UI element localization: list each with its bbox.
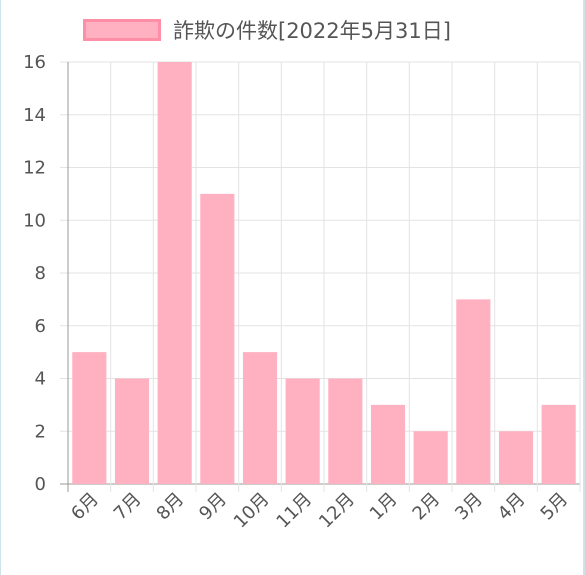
y-tick-label: 0 bbox=[35, 474, 46, 495]
x-tick-label: 4月 bbox=[494, 489, 530, 525]
bar[interactable] bbox=[157, 62, 192, 484]
bar[interactable] bbox=[285, 378, 320, 485]
x-tick-label: 10月 bbox=[230, 489, 274, 533]
bar[interactable] bbox=[456, 299, 491, 484]
bar[interactable] bbox=[370, 404, 406, 484]
x-tick-label: 8月 bbox=[153, 489, 189, 525]
x-tick-label: 7月 bbox=[110, 489, 146, 525]
bar[interactable] bbox=[114, 378, 150, 485]
bars bbox=[72, 62, 576, 485]
x-tick-label: 12月 bbox=[315, 489, 359, 533]
y-tick-label: 12 bbox=[23, 158, 46, 179]
bar[interactable] bbox=[72, 352, 107, 484]
bar[interactable] bbox=[200, 193, 235, 484]
x-tick-label: 5月 bbox=[537, 489, 573, 525]
chart-legend[interactable]: 詐欺の件数[2022年5月31日] bbox=[83, 14, 451, 46]
y-tick-label: 16 bbox=[23, 52, 46, 73]
y-tick-label: 8 bbox=[35, 263, 46, 284]
left-border bbox=[0, 0, 1, 575]
x-tick-label: 2月 bbox=[409, 489, 445, 525]
y-tick-label: 4 bbox=[35, 369, 46, 390]
x-tick-label: 6月 bbox=[67, 489, 103, 525]
bar[interactable] bbox=[242, 352, 278, 484]
bar[interactable] bbox=[541, 404, 576, 484]
y-tick-label: 2 bbox=[35, 421, 46, 442]
bar[interactable] bbox=[413, 431, 448, 484]
legend-label: 詐欺の件数[2022年5月31日] bbox=[173, 19, 451, 43]
right-border bbox=[583, 0, 585, 575]
y-axis-ticks: 0 2 4 6 8 10 12 14 16 bbox=[23, 52, 46, 495]
x-tick-label: 11月 bbox=[272, 489, 316, 533]
y-tick-label: 6 bbox=[35, 316, 46, 337]
x-tick-label: 3月 bbox=[451, 489, 487, 525]
y-tick-label: 14 bbox=[23, 105, 46, 126]
legend-swatch bbox=[83, 19, 161, 41]
x-tick-label: 9月 bbox=[195, 489, 231, 525]
y-tick-label: 10 bbox=[23, 210, 46, 231]
bar[interactable] bbox=[328, 378, 363, 485]
x-tick-label: 1月 bbox=[366, 489, 402, 525]
bar[interactable] bbox=[498, 431, 534, 484]
grid-lines bbox=[60, 61, 581, 492]
